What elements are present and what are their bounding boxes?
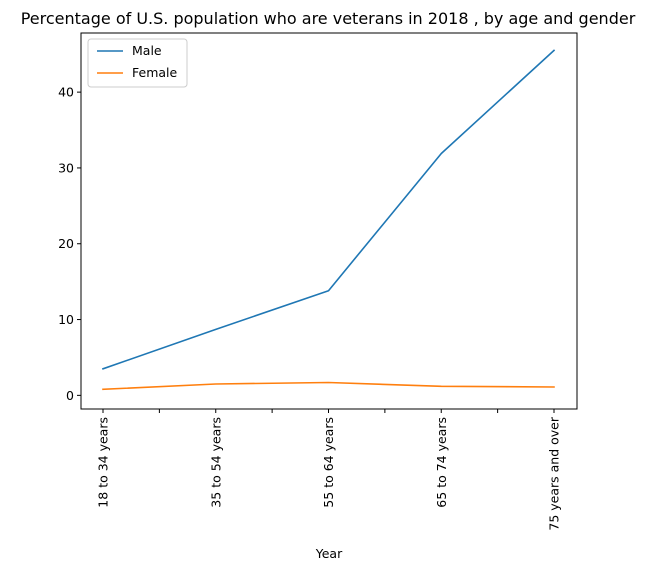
y-tick-label: 40 — [58, 85, 74, 100]
legend-label-male: Male — [132, 43, 162, 58]
y-tick-label: 10 — [58, 312, 74, 327]
x-tick-label: 65 to 74 years — [434, 417, 449, 508]
x-tick-label: 55 to 64 years — [321, 417, 336, 508]
y-tick-label: 30 — [58, 160, 74, 175]
x-axis-label: Year — [315, 546, 343, 561]
series-line-male — [101, 49, 556, 370]
y-axis: 0 10 20 30 40 — [58, 85, 81, 403]
x-tick-label: 75 years and over — [547, 416, 562, 530]
series-line-female — [102, 381, 555, 391]
y-tick-label: 0 — [66, 388, 74, 403]
x-tick-label: 18 to 34 years — [96, 417, 111, 508]
legend: Male Female — [87, 38, 188, 88]
series-layer — [101, 49, 556, 391]
plot-area — [80, 32, 578, 410]
y-tick-label: 20 — [58, 236, 74, 251]
legend-label-female: Female — [132, 65, 178, 80]
plot-frame — [80, 32, 578, 410]
x-axis: 18 to 34 years 35 to 54 years 55 to 64 yea… — [96, 409, 562, 531]
x-tick-label: 35 to 54 years — [208, 417, 223, 508]
chart-title: Percentage of U.S. population who are ve… — [21, 9, 636, 28]
